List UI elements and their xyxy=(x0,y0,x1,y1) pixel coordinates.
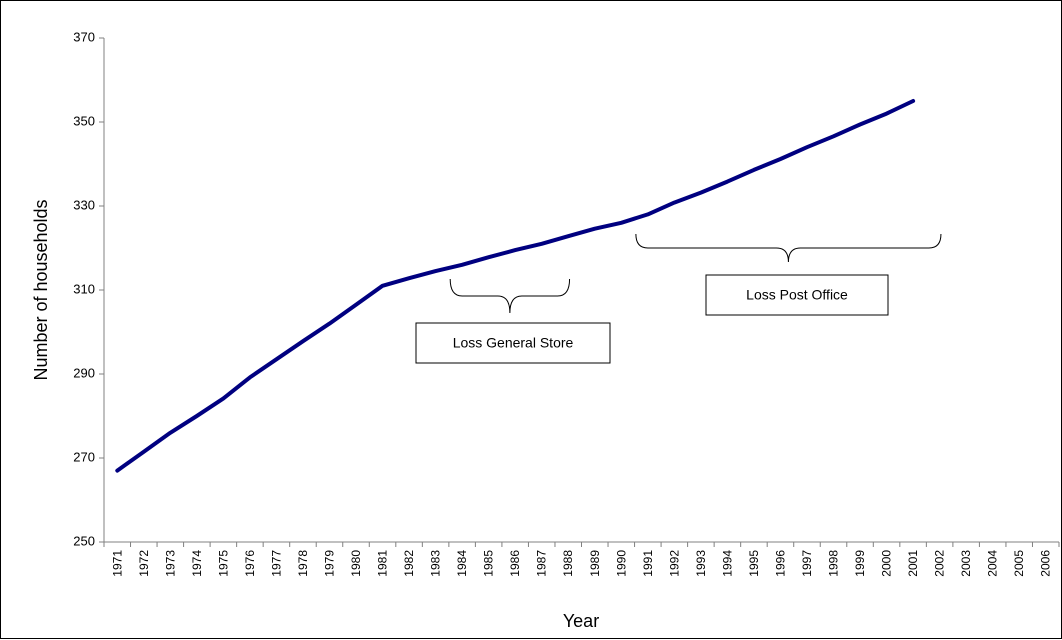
x-tick-label: 2005 xyxy=(1012,550,1026,577)
x-tick-label: 1973 xyxy=(163,550,177,577)
x-tick-label: 1983 xyxy=(429,550,443,577)
annotation-brace xyxy=(450,279,569,313)
x-tick-label: 1985 xyxy=(482,550,496,577)
x-tick-labels: 1971 1972 1973 1974 1975 1976 1977 1978 1979 1980… xyxy=(104,542,1059,577)
annotations: Loss General Store Loss Post Office xyxy=(416,234,941,363)
x-tick-label: 1986 xyxy=(508,550,522,577)
x-tick-label: 1975 xyxy=(216,550,230,577)
x-tick-label: 1995 xyxy=(747,550,761,577)
x-tick-label: 1988 xyxy=(561,550,575,577)
y-tick-label: 310 xyxy=(73,281,95,296)
x-tick-label: 1991 xyxy=(641,550,655,577)
y-tick-label: 370 xyxy=(73,29,95,44)
x-tick-label: 1997 xyxy=(800,550,814,577)
x-tick-label: 2001 xyxy=(906,550,920,577)
x-tick-label: 1972 xyxy=(137,550,151,577)
x-tick-label: 1993 xyxy=(694,550,708,577)
x-tick-label: 1976 xyxy=(243,550,257,577)
x-tick-label: 1990 xyxy=(614,550,628,577)
y-tick-label: 270 xyxy=(73,449,95,464)
y-axis-title: Number of households xyxy=(31,199,51,380)
y-tick-label: 350 xyxy=(73,113,95,128)
y-tick-label: 250 xyxy=(73,533,95,548)
x-tick-label: 2002 xyxy=(933,550,947,577)
x-tick-label: 1971 xyxy=(110,550,124,577)
x-tick-label: 1981 xyxy=(376,550,390,577)
x-tick-label: 1998 xyxy=(827,550,841,577)
x-tick-label: 2006 xyxy=(1039,550,1053,577)
x-tick-label: 1992 xyxy=(667,550,681,577)
x-tick-label: 2004 xyxy=(986,550,1000,577)
x-tick-label: 1978 xyxy=(296,550,310,577)
annotation-label: Loss Post Office xyxy=(746,287,848,303)
y-tick-label: 290 xyxy=(73,365,95,380)
x-tick-label: 1987 xyxy=(535,550,549,577)
x-tick-label: 1989 xyxy=(588,550,602,577)
x-axis-title: Year xyxy=(563,611,599,631)
y-tick-label: 330 xyxy=(73,197,95,212)
x-tick-label: 1977 xyxy=(269,550,283,577)
annotation-label: Loss General Store xyxy=(453,335,574,351)
x-tick-label: 1999 xyxy=(853,550,867,577)
axes xyxy=(104,38,1059,542)
x-tick-label: 1984 xyxy=(455,550,469,577)
x-tick-label: 1982 xyxy=(402,550,416,577)
x-tick-label: 1994 xyxy=(720,550,734,577)
x-tick-label: 1974 xyxy=(190,550,204,577)
x-tick-label: 1980 xyxy=(349,550,363,577)
y-tick-labels: 250 270 290 310 330 350 370 xyxy=(73,29,104,548)
annotation-brace xyxy=(636,234,941,262)
x-tick-label: 1996 xyxy=(773,550,787,577)
x-tick-label: 2003 xyxy=(959,550,973,577)
x-tick-label: 2000 xyxy=(880,550,894,577)
x-tick-label: 1979 xyxy=(322,550,336,577)
